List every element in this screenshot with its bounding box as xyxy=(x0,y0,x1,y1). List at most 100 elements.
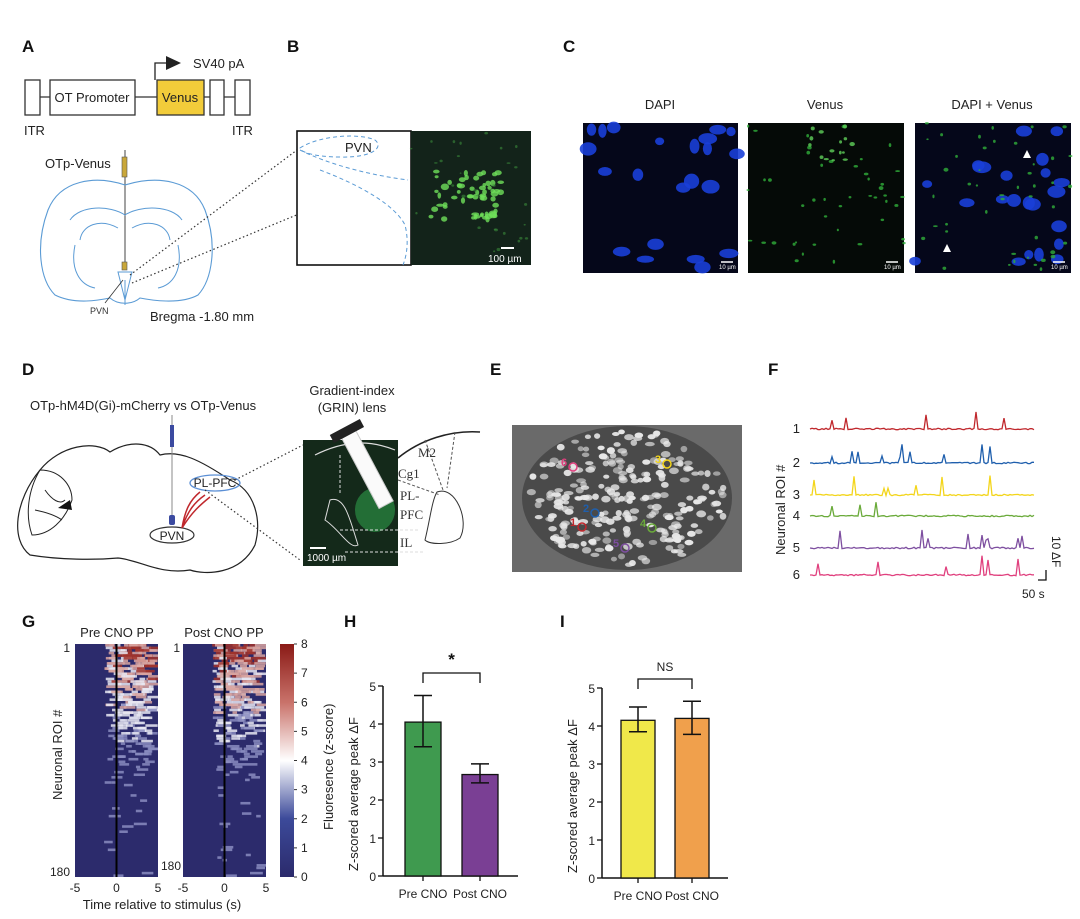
pvn-outline xyxy=(149,526,195,544)
colorbar-tick-label: 2 xyxy=(301,812,308,826)
pvn-schematic xyxy=(296,130,412,266)
f-ylabel: Neuronal ROI # xyxy=(773,464,788,555)
viral-construct: OT Promoter Venus SV40 pA ITR ITR xyxy=(24,56,253,138)
zoom-line-top xyxy=(129,149,298,276)
y-tick-label: 3 xyxy=(369,756,376,770)
roi-number: 3 xyxy=(793,487,800,502)
venus-title: Venus xyxy=(807,97,844,112)
scale-bars: 10 µm 10 µm 10 µm xyxy=(719,261,1068,271)
heatmap-pre xyxy=(75,644,158,877)
panel-label-f: F xyxy=(768,360,778,379)
calcium-traces: 1 2 3 4 5 6 xyxy=(793,411,1035,582)
area-cg1: Cg1 xyxy=(398,466,420,481)
roi-marker xyxy=(620,543,630,553)
sagittal-brain: PVN PL-PFC xyxy=(17,415,304,574)
colorbar-tick-label: 4 xyxy=(301,754,308,768)
g-xticks: -5 0 5 -5 0 5 xyxy=(70,881,270,895)
pvn-label: PVN xyxy=(160,529,185,543)
pvn-small-label: PVN xyxy=(90,306,109,316)
colorbar-tick-label: 1 xyxy=(301,841,308,855)
roi-marker xyxy=(647,523,657,533)
panel-i: I 0 1 2 3 4 5 Z-scored average peak ΔF Pre CNO P… xyxy=(560,612,728,903)
scale-x-label: 50 s xyxy=(1022,587,1045,601)
roi-label: 3 xyxy=(655,454,661,466)
trace-roi-4 xyxy=(809,502,1035,518)
roi-number: 2 xyxy=(793,455,800,470)
grin-field-of-view-image: 12 3 4 5 6 xyxy=(512,425,742,572)
y-tick-label: 0 xyxy=(369,870,376,884)
grin-lens-label-line1: Gradient-index xyxy=(309,383,395,398)
itr-box-left xyxy=(24,79,41,116)
y-tick-label: 4 xyxy=(369,718,376,732)
bar-pre-cno xyxy=(404,721,442,877)
y-tick-label: 0 xyxy=(588,872,595,886)
y-tick-label: 3 xyxy=(588,758,595,772)
panel-b: B PVN 100 µm xyxy=(287,37,531,266)
panel-label-e: E xyxy=(490,360,501,379)
roi-marker xyxy=(590,508,600,518)
bar-chart-i: 0 1 2 3 4 5 Z-scored average peak ΔF Pre CNO Pos… xyxy=(565,660,728,903)
panel-label-h: H xyxy=(344,612,356,631)
roi-number: 5 xyxy=(793,540,800,555)
panel-h: H 0 1 2 3 4 5 Z-scored average peak ΔF Pre CNO P… xyxy=(344,612,518,901)
panel-c: C DAPI Venus DAPI + Venus 10 µm 10 µm 10… xyxy=(563,37,1073,274)
roi-label: 6 xyxy=(561,457,567,469)
roi-marker xyxy=(662,459,672,469)
merge-title: DAPI + Venus xyxy=(951,97,1033,112)
roi-label: 1 xyxy=(570,517,576,529)
colorbar-tick-label: 0 xyxy=(301,870,308,884)
pl-pfc-label: PL-PFC xyxy=(194,476,237,490)
bar-post-cno xyxy=(674,717,710,879)
grin-lens-image: 1000 µm xyxy=(303,419,425,566)
injection-label: OTp-Venus xyxy=(45,156,111,171)
panel-label-g: G xyxy=(22,612,35,631)
scale-bar-label: 100 µm xyxy=(488,254,522,265)
projection-axons xyxy=(181,491,211,529)
arrow-head-icon xyxy=(166,56,181,70)
scale-bar xyxy=(1038,570,1047,581)
x-tick-label: 0 xyxy=(221,881,228,895)
row-first-label: 1 xyxy=(63,641,70,655)
bar-pre-cno xyxy=(620,719,656,879)
trace-roi-3 xyxy=(809,475,1035,498)
colorbar-tick-label: 7 xyxy=(301,666,308,680)
pfc-atlas-diagram: M2 Cg1 PL- PFC IL xyxy=(397,430,481,550)
ot-promoter-box xyxy=(49,79,136,116)
roi-number: 4 xyxy=(793,508,800,523)
pl-pfc-outline xyxy=(189,474,241,492)
itr-label-right: ITR xyxy=(232,123,253,138)
arrowhead-marker-icon xyxy=(1023,150,1031,158)
y-axis-label: Z-scored average peak ΔF xyxy=(565,719,580,873)
y-tick-label: 4 xyxy=(588,720,595,734)
x-tick-label: 5 xyxy=(263,881,270,895)
venus-box xyxy=(156,79,205,116)
roi-number: 1 xyxy=(793,421,800,436)
zoom-line-bottom xyxy=(131,189,358,284)
scale-bar-label: 10 µm xyxy=(719,265,736,271)
itr-label-left: ITR xyxy=(24,123,45,138)
g-xlabel: Time relative to stimulus (s) xyxy=(83,897,241,912)
trace-roi-5 xyxy=(809,529,1035,550)
colorbar-tick-label: 3 xyxy=(301,783,308,797)
row-first-label: 1 xyxy=(173,641,180,655)
x-tick-label: 5 xyxy=(155,881,162,895)
bregma-label: Bregma -1.80 mm xyxy=(150,309,254,324)
x-tick-label: Pre CNO xyxy=(614,889,663,903)
x-tick-label: -5 xyxy=(70,881,81,895)
significance-bracket xyxy=(637,678,693,689)
colorbar-tick-label: 6 xyxy=(301,695,308,709)
roi-marker xyxy=(577,522,587,532)
row-last-label: 180 xyxy=(161,859,181,873)
area-il: IL xyxy=(400,535,412,550)
x-tick-label: Pre CNO xyxy=(399,887,448,901)
roi-label: 5 xyxy=(613,538,619,550)
colorbar xyxy=(280,644,294,877)
ot-promoter-label: OT Promoter xyxy=(55,90,131,105)
bar-post-cno xyxy=(461,773,499,877)
colorbar-ticks: 0 1 2 3 4 5 6 7 8 xyxy=(294,637,308,884)
y-tick-label: 5 xyxy=(369,680,376,694)
y-tick-label: 2 xyxy=(588,796,595,810)
dapi-image xyxy=(579,121,745,274)
roi-label: 2 xyxy=(583,503,589,515)
